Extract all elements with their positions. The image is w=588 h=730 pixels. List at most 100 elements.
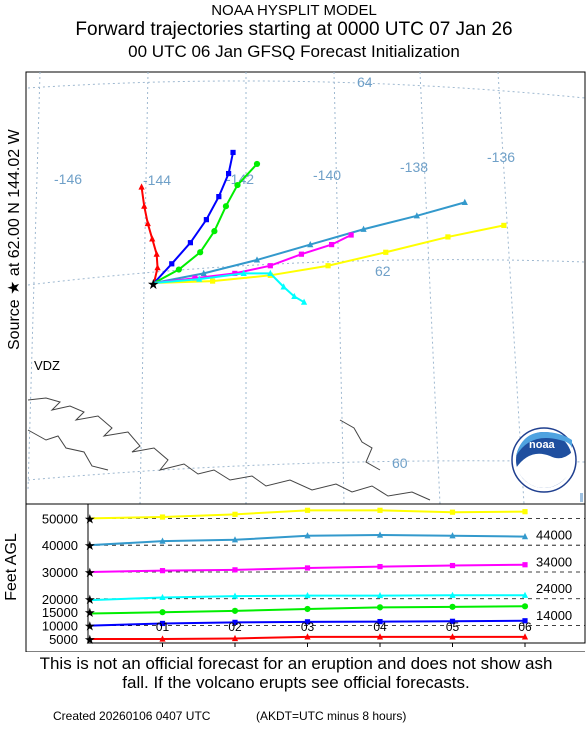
start-star: ★ — [84, 605, 96, 620]
height-point-blue — [159, 620, 166, 627]
disclaimer: This is not an official forecast for an … — [39, 654, 553, 692]
height-point-yellow — [522, 509, 528, 515]
height-panel-frame — [87, 503, 586, 644]
trajectory-point-green — [175, 266, 182, 273]
start-star: ★ — [84, 511, 96, 526]
figure-canvas: -146 -144 -142 -140 -138 -136 64 62 60 V… — [25, 71, 586, 652]
trajectory-point-cyan — [280, 283, 287, 290]
logo-edge — [580, 493, 583, 502]
trajectory-point-magenta — [298, 251, 305, 257]
x-tick-label: 05 — [446, 620, 460, 634]
lon-label: -138 — [400, 159, 428, 175]
right-tick-label: 44000 — [536, 527, 572, 542]
trajectory-point-red — [141, 202, 148, 209]
height-point-yellow — [449, 509, 456, 515]
trajectory-point-yellow — [501, 222, 507, 228]
height-point-magenta — [377, 564, 383, 570]
trajectory-point-magenta — [232, 270, 238, 276]
height-point-green — [231, 607, 239, 614]
right-tick-labels: 44000 34000 24000 14000 — [536, 527, 572, 622]
trajectory-point-magenta — [348, 232, 354, 238]
height-point-green — [159, 609, 166, 616]
trajectory-point-blue — [225, 170, 232, 177]
x-tick-label: 02 — [228, 620, 242, 634]
trajectory-point-red — [144, 219, 151, 227]
start-star: ★ — [84, 565, 96, 580]
trajectory-point-green — [253, 160, 261, 168]
height-point-teal — [159, 537, 166, 544]
trajectory-point-cyan — [300, 298, 308, 305]
trajectory-point-magenta — [192, 275, 198, 281]
height-series-layer — [89, 507, 529, 642]
height-point-red — [449, 633, 456, 640]
trajectory-point-green — [211, 228, 218, 235]
height-point-cyan — [521, 591, 529, 598]
left-tick-label: 15000 — [42, 605, 78, 620]
start-star: ★ — [84, 538, 96, 553]
height-point-cyan — [159, 593, 166, 601]
trajectory-point-teal — [307, 241, 314, 248]
height-point-blue — [449, 618, 456, 624]
trajectory-point-green — [222, 203, 230, 210]
graticule — [27, 71, 586, 505]
height-point-teal — [304, 532, 311, 539]
height-point-yellow — [304, 507, 311, 513]
lon-label: -146 — [54, 171, 82, 187]
height-point-green — [449, 603, 456, 610]
trajectory-point-teal — [413, 212, 420, 219]
timezone-note: (AKDT=UTC minus 8 hours) — [256, 709, 407, 723]
trajectory-point-cyan — [267, 269, 274, 276]
height-point-blue — [522, 618, 528, 624]
x-tick-label: 06 — [518, 620, 532, 634]
left-tick-label: 40000 — [42, 538, 78, 553]
trajectory-point-teal — [461, 198, 468, 205]
trajectory-point-red — [138, 183, 145, 190]
trajectory-point-blue — [203, 217, 209, 223]
left-tick-label: 20000 — [42, 592, 78, 607]
height-point-magenta — [449, 562, 456, 569]
height-point-magenta — [304, 565, 311, 571]
source-label: Source ★ at 62.00 N 144.02 W — [6, 129, 23, 350]
height-point-teal — [376, 531, 384, 538]
chart-title: Forward trajectories starting at 0000 UT… — [75, 19, 513, 40]
place-label: VDZ — [34, 358, 60, 373]
height-point-green — [521, 603, 529, 610]
right-tick-label: 24000 — [536, 581, 572, 596]
trajectory-point-green — [234, 181, 241, 189]
left-tick-label: 10000 — [42, 619, 78, 634]
height-point-blue — [377, 618, 383, 625]
trajectory-point-blue — [216, 194, 222, 200]
start-stars: ★★★★★★★ — [84, 511, 96, 647]
height-gridlines — [88, 517, 585, 626]
trajectory-point-teal — [360, 225, 367, 232]
start-star: ★ — [84, 619, 96, 634]
lon-label: -140 — [313, 167, 341, 183]
chart-subtitle: 00 UTC 06 Jan GFSQ Forecast Initializati… — [128, 42, 460, 61]
start-star: ★ — [84, 632, 96, 647]
trajectory-point-yellow — [383, 249, 389, 255]
lat-label: 60 — [392, 455, 408, 471]
x-tick-labels: 01 02 03 04 05 06 — [156, 620, 532, 647]
height-point-green — [304, 605, 311, 613]
trajectory-point-blue — [187, 240, 194, 246]
trajectory-point-yellow — [325, 263, 331, 269]
left-tick-label: 5000 — [49, 632, 78, 647]
trajectory-point-cyan — [291, 292, 298, 300]
height-point-red — [376, 633, 384, 640]
height-point-blue — [304, 619, 311, 625]
height-point-blue — [232, 619, 238, 625]
left-tick-label: 30000 — [42, 565, 78, 580]
height-point-cyan — [231, 592, 239, 599]
height-point-magenta — [232, 567, 238, 573]
trajectory-point-cyan — [196, 275, 203, 282]
height-point-cyan — [376, 591, 384, 599]
height-axis-label: Feet AGL — [3, 533, 20, 601]
lat-label: 64 — [357, 74, 373, 90]
trajectory-point-green — [197, 249, 204, 256]
coastline — [27, 397, 431, 501]
height-point-red — [159, 635, 166, 642]
right-tick-label: 34000 — [536, 554, 572, 569]
lon-label: -144 — [143, 172, 171, 188]
x-tick-label: 01 — [156, 620, 170, 634]
trajectory-point-teal — [253, 256, 261, 263]
